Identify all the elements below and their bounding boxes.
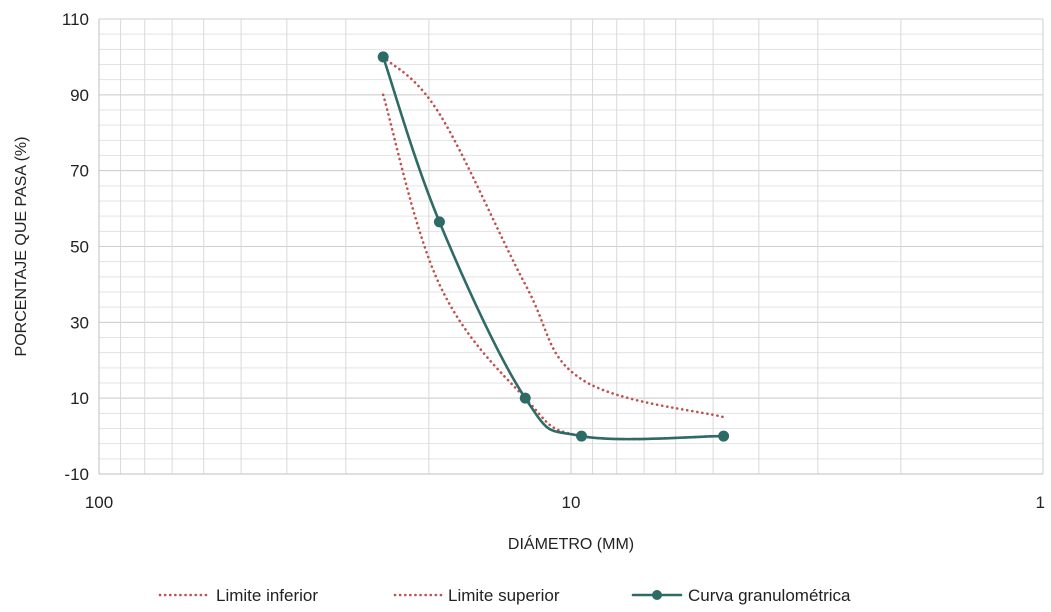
series bbox=[377, 51, 730, 442]
legend-item-limite-superior: Limite superior bbox=[393, 586, 560, 605]
y-tick-label: 90 bbox=[70, 86, 89, 105]
legend-label: Curva granulométrica bbox=[688, 586, 851, 605]
y-tick-label: -10 bbox=[64, 465, 89, 484]
legend: Limite inferior Limite superior Curva gran… bbox=[158, 586, 851, 605]
series-line-curva-granulometrica bbox=[381, 55, 725, 441]
x-tick-label: 1 bbox=[1036, 493, 1045, 512]
data-point-curva-granulometrica bbox=[718, 430, 730, 442]
series-line-limite-superior bbox=[381, 55, 725, 419]
x-tick-label: 100 bbox=[85, 493, 113, 512]
y-tick-label: 10 bbox=[70, 389, 89, 408]
legend-label: Limite inferior bbox=[216, 586, 318, 605]
series-line-limite-inferior bbox=[381, 93, 725, 441]
data-point-curva-granulometrica bbox=[519, 392, 531, 404]
legend-label: Limite superior bbox=[448, 586, 560, 605]
legend-marker bbox=[652, 590, 662, 600]
data-point-curva-granulometrica bbox=[433, 216, 445, 228]
y-tick-label: 110 bbox=[62, 10, 89, 29]
data-point-curva-granulometrica bbox=[576, 430, 588, 442]
y-tick-label: 50 bbox=[70, 238, 89, 257]
y-tick-label: 30 bbox=[70, 313, 89, 332]
legend-item-curva-granulometrica: Curva granulométrica bbox=[631, 586, 851, 605]
x-axis-title: DIÁMETRO (MM) bbox=[508, 534, 634, 553]
legend-item-limite-inferior: Limite inferior bbox=[158, 586, 318, 605]
x-tick-label: 10 bbox=[562, 493, 581, 512]
grid bbox=[98, 18, 1044, 475]
data-point-curva-granulometrica bbox=[377, 51, 389, 63]
axes: -10 10 30 50 70 90 110 100 10 1 bbox=[62, 10, 1045, 512]
y-axis-title: PORCENTAJE QUE PASA (%) bbox=[13, 137, 30, 357]
y-tick-label: 70 bbox=[70, 162, 89, 181]
